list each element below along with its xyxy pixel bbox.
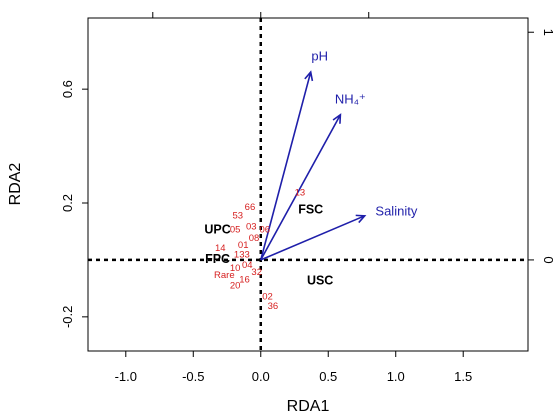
group-label: USC xyxy=(307,274,333,288)
x-tick-label: 0.5 xyxy=(319,369,337,384)
vector-arrowhead xyxy=(304,70,314,82)
x-tick-label: 1.5 xyxy=(454,369,472,384)
x-tick-label: 0.0 xyxy=(252,369,270,384)
vector-arrowhead xyxy=(332,113,342,124)
species-label: 20 xyxy=(230,281,241,292)
species-label: 05 xyxy=(230,225,241,236)
species-label: 06 xyxy=(260,225,271,236)
species-label: 66 xyxy=(245,202,256,213)
y-tick-label: -0.2 xyxy=(60,306,75,328)
species-label: 01 xyxy=(238,240,249,251)
vector-label: NH₄⁺ xyxy=(335,92,366,107)
reference-lines xyxy=(88,18,528,351)
y-axis-title: RDA2 xyxy=(7,163,24,206)
group-label: FPC xyxy=(205,252,230,266)
species-label: 53 xyxy=(233,210,244,221)
top-axis xyxy=(152,12,370,18)
species-label: 08 xyxy=(249,233,260,244)
group-labels: FSC UPC FPC USC xyxy=(204,202,333,287)
species-label: 16 xyxy=(239,274,250,285)
x-axis-title: RDA1 xyxy=(287,398,330,415)
species-label: 13 xyxy=(295,188,306,199)
x-axis: -1.0 -0.5 0.0 0.5 1.0 1.5 xyxy=(115,351,472,384)
species-label: 03 xyxy=(246,222,257,233)
x-tick-label: -1.0 xyxy=(115,369,137,384)
species-label: 04 xyxy=(242,260,253,271)
y-axis: -0.2 0.2 0.6 xyxy=(60,80,88,328)
x-tick-label: -0.5 xyxy=(182,369,204,384)
group-label: UPC xyxy=(204,222,230,236)
right-tick-label: 0 xyxy=(541,256,553,263)
species-label: 14 xyxy=(215,243,226,254)
vector-label: pH xyxy=(311,48,328,63)
environmental-vectors: pH NH₄⁺ Salinity xyxy=(259,48,418,261)
vector-label: Salinity xyxy=(375,203,417,218)
species-label: 32 xyxy=(251,267,262,278)
y-tick-label: 0.2 xyxy=(60,194,75,212)
species-label: 10 xyxy=(230,263,241,274)
plot-frame xyxy=(87,17,529,352)
species-label: Rare xyxy=(214,270,235,281)
vector-arrowhead xyxy=(355,214,367,224)
species-label: 36 xyxy=(268,301,279,312)
vector-arrow xyxy=(260,114,342,261)
right-axis: 01 xyxy=(528,29,553,264)
y-tick-label: 0.6 xyxy=(60,80,75,98)
x-tick-label: 1.0 xyxy=(387,369,405,384)
vector-arrow xyxy=(259,71,312,261)
group-label: FSC xyxy=(298,202,323,216)
species-label: 133 xyxy=(234,249,250,260)
right-tick-label: 1 xyxy=(541,29,553,36)
species-label: 02 xyxy=(262,291,273,302)
vector-arrow xyxy=(260,215,365,261)
